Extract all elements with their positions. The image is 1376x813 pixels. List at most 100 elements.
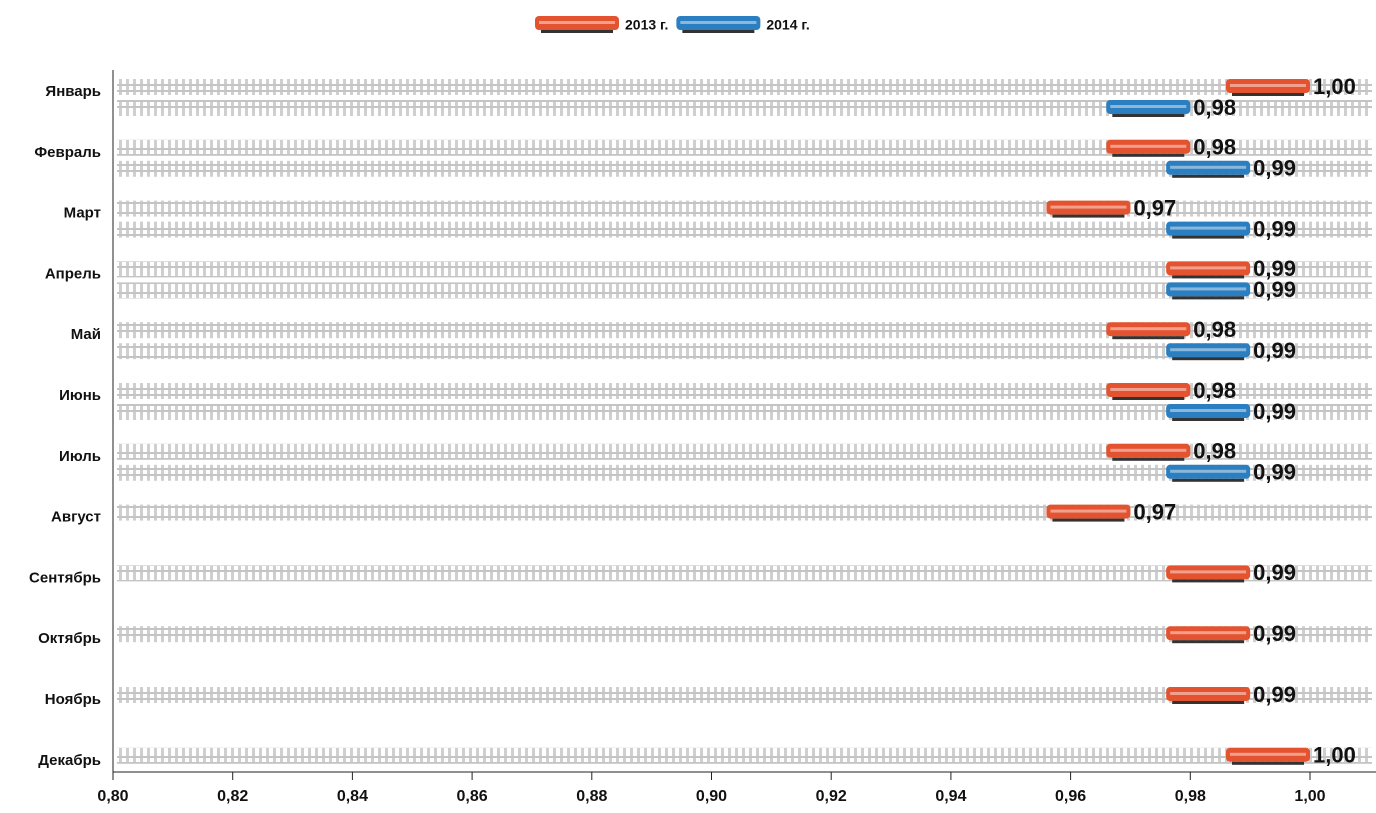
legend-swatch — [535, 16, 619, 33]
train-stripe — [1170, 266, 1246, 269]
train-wheels — [1112, 397, 1184, 400]
category-label: Август — [51, 509, 101, 526]
train-stripe — [1230, 84, 1306, 87]
value-label: 0,98 — [1193, 317, 1236, 342]
x-tick-label: 0,82 — [217, 788, 248, 805]
train-wheels — [1172, 701, 1244, 704]
train-stripe — [680, 21, 756, 24]
category-label: Июль — [59, 448, 101, 465]
legend-label: 2013 г. — [625, 17, 668, 33]
value-label: 0,98 — [1193, 135, 1236, 160]
bar — [1166, 687, 1250, 704]
value-label: 0,99 — [1253, 338, 1296, 363]
train-stripe — [539, 21, 615, 24]
category-label: Январь — [45, 83, 101, 100]
value-label: 0,98 — [1193, 378, 1236, 403]
train-stripe — [1170, 470, 1246, 473]
track — [117, 505, 1372, 521]
bar — [1166, 343, 1250, 360]
train-wheels — [1232, 93, 1304, 96]
train-stripe — [1170, 287, 1246, 290]
bar — [1166, 565, 1250, 582]
category-label: Февраль — [34, 144, 101, 161]
value-label: 0,99 — [1253, 621, 1296, 646]
train-stripe — [1050, 206, 1126, 209]
bar — [1106, 322, 1190, 339]
train-wheels — [1112, 336, 1184, 339]
train-stripe — [1170, 166, 1246, 169]
x-tick-label: 0,94 — [935, 788, 966, 805]
value-label: 0,99 — [1253, 560, 1296, 585]
bar — [1046, 505, 1130, 522]
bar — [1226, 79, 1310, 96]
value-label: 1,00 — [1313, 743, 1356, 768]
train-stripe — [1110, 327, 1186, 330]
category-label: Июнь — [59, 387, 101, 404]
x-tick-label: 0,90 — [696, 788, 727, 805]
x-tick-label: 0,86 — [457, 788, 488, 805]
train-wheels — [1232, 762, 1304, 765]
bar — [1166, 222, 1250, 239]
bar — [1106, 100, 1190, 117]
value-label: 0,99 — [1253, 277, 1296, 302]
value-label: 0,99 — [1253, 156, 1296, 181]
train-stripe — [1170, 409, 1246, 412]
train-wheels — [1112, 154, 1184, 157]
track — [117, 79, 1372, 95]
train-wheels — [1112, 458, 1184, 461]
train-wheels — [1172, 479, 1244, 482]
bar — [1166, 404, 1250, 421]
legend-swatch — [676, 16, 760, 33]
train-stripe — [1170, 692, 1246, 695]
category-label: Апрель — [45, 265, 101, 282]
legend-label: 2014 г. — [766, 17, 809, 33]
train-stripe — [1110, 105, 1186, 108]
value-label: 0,98 — [1193, 95, 1236, 120]
train-stripe — [1050, 510, 1126, 513]
train-wheels — [1172, 236, 1244, 239]
value-label: 1,00 — [1313, 74, 1356, 99]
train-stripe — [1170, 631, 1246, 634]
value-label: 0,99 — [1253, 216, 1296, 241]
train-wheels — [1172, 296, 1244, 299]
train-stripe — [1110, 145, 1186, 148]
train-wheels — [1052, 519, 1124, 522]
train-stripe — [1230, 753, 1306, 756]
x-tick-label: 0,92 — [816, 788, 847, 805]
train-wheels — [1112, 114, 1184, 117]
value-label: 0,97 — [1133, 499, 1176, 524]
train-wheels — [682, 30, 754, 33]
bar — [1166, 282, 1250, 299]
bar — [1166, 161, 1250, 178]
train-stripe — [1170, 227, 1246, 230]
bar — [1106, 444, 1190, 461]
train-wheels — [541, 30, 613, 33]
category-label: Март — [64, 205, 101, 222]
category-label: Октябрь — [38, 630, 101, 647]
train-wheels — [1172, 418, 1244, 421]
x-tick-label: 0,88 — [576, 788, 607, 805]
category-label: Ноябрь — [45, 691, 101, 708]
track — [117, 748, 1372, 764]
bar — [1106, 383, 1190, 400]
x-tick-label: 0,80 — [97, 788, 128, 805]
bar — [1106, 140, 1190, 157]
bar — [1226, 748, 1310, 765]
bar — [1166, 465, 1250, 482]
bar — [1166, 626, 1250, 643]
x-tick-label: 0,96 — [1055, 788, 1086, 805]
bar — [1046, 201, 1130, 218]
value-label: 0,99 — [1253, 460, 1296, 485]
train-wheels — [1052, 215, 1124, 218]
train-wheels — [1172, 579, 1244, 582]
category-label: Декабрь — [38, 752, 101, 769]
x-tick-label: 1,00 — [1294, 788, 1325, 805]
train-wheels — [1172, 275, 1244, 278]
x-tick-label: 0,84 — [337, 788, 368, 805]
category-label: Май — [71, 326, 101, 343]
value-label: 0,99 — [1253, 682, 1296, 707]
train-stripe — [1170, 570, 1246, 573]
value-label: 0,97 — [1133, 195, 1176, 220]
train-wheels — [1172, 640, 1244, 643]
train-stripe — [1110, 388, 1186, 391]
